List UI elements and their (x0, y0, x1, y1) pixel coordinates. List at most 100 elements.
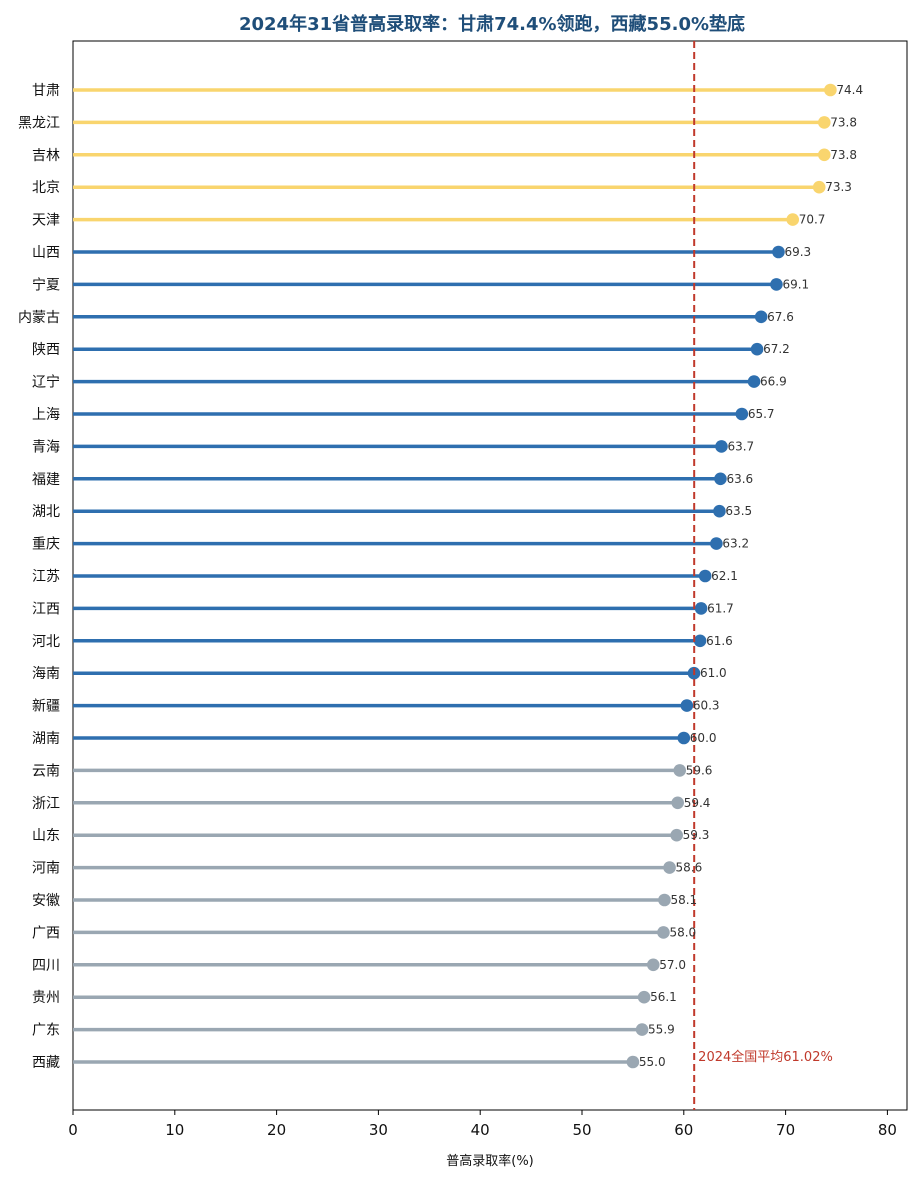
value-label: 55.9 (648, 1023, 675, 1037)
category-label: 重庆 (32, 537, 60, 553)
value-label: 56.1 (650, 990, 677, 1004)
lollipop-dot (680, 699, 694, 712)
value-label: 59.4 (684, 796, 711, 810)
value-label: 66.9 (760, 375, 787, 389)
category-label: 上海 (32, 407, 60, 423)
x-tick-label: 20 (267, 1121, 286, 1139)
value-label: 59.6 (686, 763, 713, 777)
value-label: 67.6 (767, 310, 794, 324)
value-label: 67.2 (763, 342, 790, 356)
category-label: 四川 (32, 958, 60, 974)
category-label: 福建 (32, 472, 60, 488)
x-tick-label: 60 (674, 1121, 693, 1139)
x-tick-label: 10 (165, 1121, 184, 1139)
value-label: 69.1 (782, 277, 809, 291)
average-label: 2024全国平均61.02% (698, 1049, 833, 1065)
lollipop-dot (698, 569, 712, 583)
value-label: 63.5 (725, 504, 752, 518)
lollipop-dot (658, 893, 671, 907)
category-label: 青海 (32, 439, 60, 455)
category-label: 山东 (32, 828, 60, 844)
lollipop-dot (735, 407, 749, 421)
lollipop-dot (812, 180, 826, 194)
lollipop-dot (635, 1023, 649, 1036)
category-label: 贵州 (32, 990, 60, 1006)
category-label: 甘肃 (32, 83, 60, 99)
chart-title: 2024年31省普高录取率：甘肃74.4%领跑，西藏55.0%垫底 (239, 13, 745, 35)
category-label: 安徽 (32, 893, 60, 909)
value-label: 63.7 (727, 439, 754, 453)
category-label: 吉林 (32, 148, 60, 164)
lollipop-dot (747, 375, 761, 388)
lollipop-dot (637, 990, 651, 1004)
category-label: 河南 (32, 861, 60, 877)
value-label: 59.3 (683, 828, 710, 842)
value-label: 73.8 (830, 148, 857, 162)
x-tick-label: 80 (878, 1121, 897, 1139)
lollipop-dot (715, 440, 728, 453)
x-axis-label: 普高录取率(%) (446, 1153, 534, 1169)
lollipop-dot (673, 764, 687, 777)
x-tick-label: 30 (369, 1121, 388, 1139)
lollipop-dot (713, 504, 726, 518)
value-label: 58.0 (669, 925, 696, 939)
category-label: 广东 (32, 1023, 60, 1039)
value-label: 62.1 (711, 569, 738, 583)
category-label: 辽宁 (32, 374, 60, 391)
category-label: 江苏 (32, 569, 60, 585)
value-label: 55.0 (639, 1055, 666, 1069)
value-label: 65.7 (748, 407, 775, 421)
value-label: 70.7 (799, 213, 826, 227)
x-tick-label: 50 (572, 1121, 591, 1139)
value-label: 73.3 (825, 180, 852, 194)
value-label: 61.7 (707, 601, 734, 615)
lollipop-dot (770, 278, 783, 291)
category-label: 陕西 (32, 342, 60, 358)
category-label: 云南 (32, 763, 60, 779)
category-label: 海南 (32, 666, 60, 682)
lollipop-dot (754, 310, 768, 324)
category-label: 黑龙江 (18, 115, 60, 131)
category-label: 湖北 (32, 504, 60, 520)
category-label: 江西 (32, 601, 60, 617)
value-label: 61.6 (706, 634, 733, 648)
value-label: 74.4 (836, 83, 863, 97)
lollipop-dot (817, 116, 831, 129)
lollipop-dot (824, 83, 837, 97)
x-tick-label: 70 (776, 1121, 795, 1139)
value-label: 58.1 (670, 893, 697, 907)
category-label: 新疆 (32, 699, 60, 715)
lollipop-dot (786, 213, 800, 226)
category-label: 山西 (32, 245, 60, 261)
category-label: 宁夏 (32, 276, 60, 293)
category-label: 西藏 (32, 1055, 60, 1071)
category-label: 浙江 (32, 796, 60, 812)
value-label: 57.0 (659, 958, 686, 972)
lollipop-dot (710, 537, 723, 550)
lollipop-dot (626, 1055, 640, 1069)
lollipop-dot (693, 634, 707, 648)
category-label: 广西 (32, 925, 60, 941)
value-label: 61.0 (700, 666, 727, 680)
lollipop-dot (646, 958, 660, 972)
value-label: 69.3 (784, 245, 811, 259)
lollipop-dot (694, 602, 708, 615)
category-label: 内蒙古 (18, 310, 60, 326)
value-label: 63.2 (722, 537, 749, 551)
lollipop-dot (714, 472, 727, 486)
lollipop-dot (677, 731, 691, 745)
x-tick-label: 40 (471, 1121, 490, 1139)
category-label: 北京 (32, 180, 60, 196)
category-label: 河北 (32, 634, 60, 650)
lollipop-dot (772, 245, 785, 259)
lollipop-dot (817, 148, 831, 162)
x-tick-label: 0 (68, 1121, 78, 1139)
value-label: 60.0 (690, 731, 717, 745)
category-label: 湖南 (32, 731, 60, 747)
lollipop-dot (671, 796, 684, 810)
lollipop-dot (750, 342, 764, 356)
category-label: 天津 (32, 213, 60, 229)
lollipop-dot (663, 861, 676, 874)
value-label: 63.6 (726, 472, 753, 486)
